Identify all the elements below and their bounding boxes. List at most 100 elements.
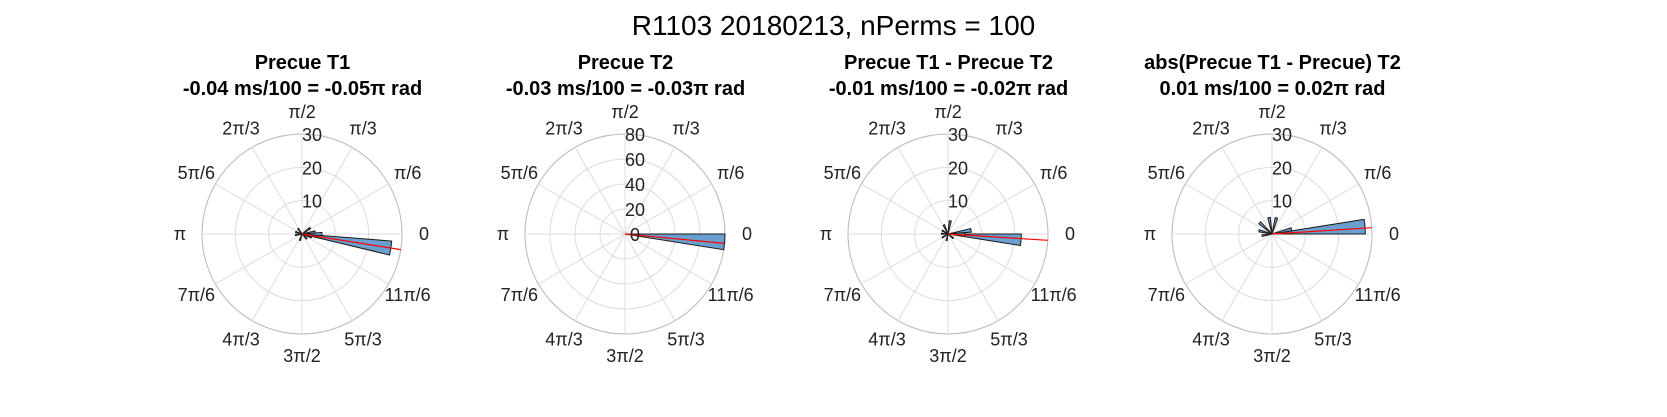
theta-tick-label: π (497, 224, 509, 244)
grid-spoke (574, 233, 626, 321)
panel-title-line2: -0.03 ms/100 = -0.03π rad (505, 78, 746, 100)
theta-tick-label: π/2 (1258, 102, 1285, 122)
grid-spoke (215, 183, 303, 235)
theta-tick-label: 0 (1065, 224, 1075, 244)
histogram-bin (1271, 227, 1293, 235)
theta-tick-label: 7π/6 (501, 285, 538, 305)
histogram-bin (301, 233, 308, 240)
theta-tick-label: π (1144, 224, 1156, 244)
grid-spoke (251, 233, 303, 321)
theta-tick-label: 2π/3 (868, 118, 905, 138)
panel-title-line1: Precue T1 (254, 52, 351, 74)
theta-tick-label: π/6 (717, 163, 744, 183)
grid-spoke (1185, 233, 1273, 285)
polar-panel-1: Precue T1 -0.04 ms/100 = -0.05π rad 10 20… (130, 50, 475, 417)
theta-tick-label: 3π/2 (1253, 346, 1290, 366)
panel-title-line2: -0.01 ms/100 = -0.02π rad (828, 78, 1069, 100)
theta-tick-label: π/2 (934, 102, 961, 122)
panel-title-line1: Precue T1 - Precue T2 (844, 52, 1053, 74)
histogram-bin (1261, 233, 1273, 237)
histogram-bin (947, 220, 952, 235)
theta-tick-label: 7π/6 (1148, 285, 1185, 305)
theta-tick-label: 2π/3 (545, 118, 582, 138)
theta-tick-label: 5π/6 (501, 163, 538, 183)
theta-tick-label: 0 (419, 224, 429, 244)
grid-spoke (1221, 147, 1273, 235)
grid-spoke (538, 183, 626, 235)
theta-tick-label: π/3 (995, 118, 1022, 138)
theta-tick-label: 4π/3 (222, 330, 259, 350)
theta-tick-label: 11π/6 (1031, 285, 1077, 305)
theta-tick-label: 11π/6 (1355, 285, 1401, 305)
theta-tick-label: 4π/3 (868, 330, 905, 350)
panel-title-line1: Precue T2 (577, 52, 674, 74)
grid-spoke (1221, 233, 1273, 321)
grid-spoke (624, 233, 676, 321)
polar-plot: 10 20 30 0 π/6 π/3 π/2 2π/3 5π/6 π 7π/6 4π/3 3π/2 5π/… (820, 102, 1077, 366)
grid-spoke (861, 233, 949, 285)
theta-tick-label: 7π/6 (178, 285, 215, 305)
r-tick-label: 30 (1272, 125, 1292, 145)
r-tick-label: 60 (625, 150, 645, 170)
r-tick-label: 30 (948, 125, 968, 145)
grid-spoke (574, 147, 626, 235)
grid-spoke (301, 233, 389, 285)
theta-tick-label: 3π/2 (929, 346, 966, 366)
r-tick-label: 20 (1272, 158, 1292, 178)
grid-spoke (538, 233, 626, 285)
panel-title-line2: 0.01 ms/100 = 0.02π rad (1159, 78, 1386, 100)
histogram-bin (941, 233, 949, 239)
theta-tick-label: π/2 (611, 102, 638, 122)
histogram-bin (941, 229, 949, 235)
grid-spoke (897, 147, 949, 235)
theta-tick-label: 5π/6 (824, 163, 861, 183)
histogram-bin (1267, 216, 1273, 235)
panel-title-line2: -0.04 ms/100 = -0.05π rad (182, 78, 423, 100)
r-tick-label: 30 (302, 125, 322, 145)
histogram-bin (301, 230, 316, 235)
theta-tick-label: 3π/2 (283, 346, 320, 366)
histogram-bin (1271, 217, 1279, 235)
theta-tick-label: 2π/3 (222, 118, 259, 138)
theta-tick-label: π (174, 224, 186, 244)
histogram-bin (294, 233, 303, 237)
histogram-bin (1258, 221, 1273, 235)
panel-title-line1: abs(Precue T1 - Precue) T2 (1144, 52, 1401, 74)
theta-tick-label: 4π/3 (545, 330, 582, 350)
theta-tick-label: π/6 (1364, 163, 1391, 183)
theta-tick-label: π/3 (672, 118, 699, 138)
histogram-bin (1258, 229, 1273, 235)
histogram-bin (294, 230, 303, 235)
grid-spoke (301, 233, 353, 321)
histogram-bin (940, 232, 949, 235)
grid-spoke (947, 183, 1035, 235)
grid-spoke (251, 147, 303, 235)
grid-spoke (897, 233, 949, 321)
theta-tick-label: 5π/3 (990, 330, 1027, 350)
theta-tick-label: 2π/3 (1192, 118, 1229, 138)
theta-tick-label: 3π/2 (606, 346, 643, 366)
histogram-bin (301, 233, 393, 256)
theta-tick-label: 0 (1389, 224, 1399, 244)
grid-spoke (947, 147, 999, 235)
r-tick-label: 20 (948, 158, 968, 178)
theta-tick-label: π/6 (394, 163, 421, 183)
theta-tick-label: π/3 (1319, 118, 1346, 138)
panel-title: Precue T1 - Precue T2 -0.01 ms/100 = -0.… (776, 50, 1121, 102)
grid-spoke (1271, 233, 1323, 321)
r-tick-label: 10 (1272, 192, 1292, 212)
polar-panel-2: Precue T2 -0.03 ms/100 = -0.03π rad 0 20 4… (453, 50, 798, 417)
panel-title: Precue T2 -0.03 ms/100 = -0.03π rad (453, 50, 798, 102)
r-tick-label: 0 (630, 225, 640, 245)
histogram-bin (947, 227, 972, 235)
r-tick-label: 10 (948, 192, 968, 212)
r-tick-label: 20 (625, 200, 645, 220)
theta-tick-label: 5π/3 (344, 330, 381, 350)
histogram-bin (298, 233, 303, 242)
grid-spoke (861, 183, 949, 235)
histogram-bin (945, 233, 949, 242)
polar-plot: 10 20 30 0 π/6 π/3 π/2 2π/3 5π/6 π 7π/6 4π/3 3π/2 5π/… (174, 102, 431, 366)
mean-direction-line (1271, 227, 1372, 235)
theta-tick-label: 5π/3 (1314, 330, 1351, 350)
theta-tick-label: π/2 (288, 102, 315, 122)
